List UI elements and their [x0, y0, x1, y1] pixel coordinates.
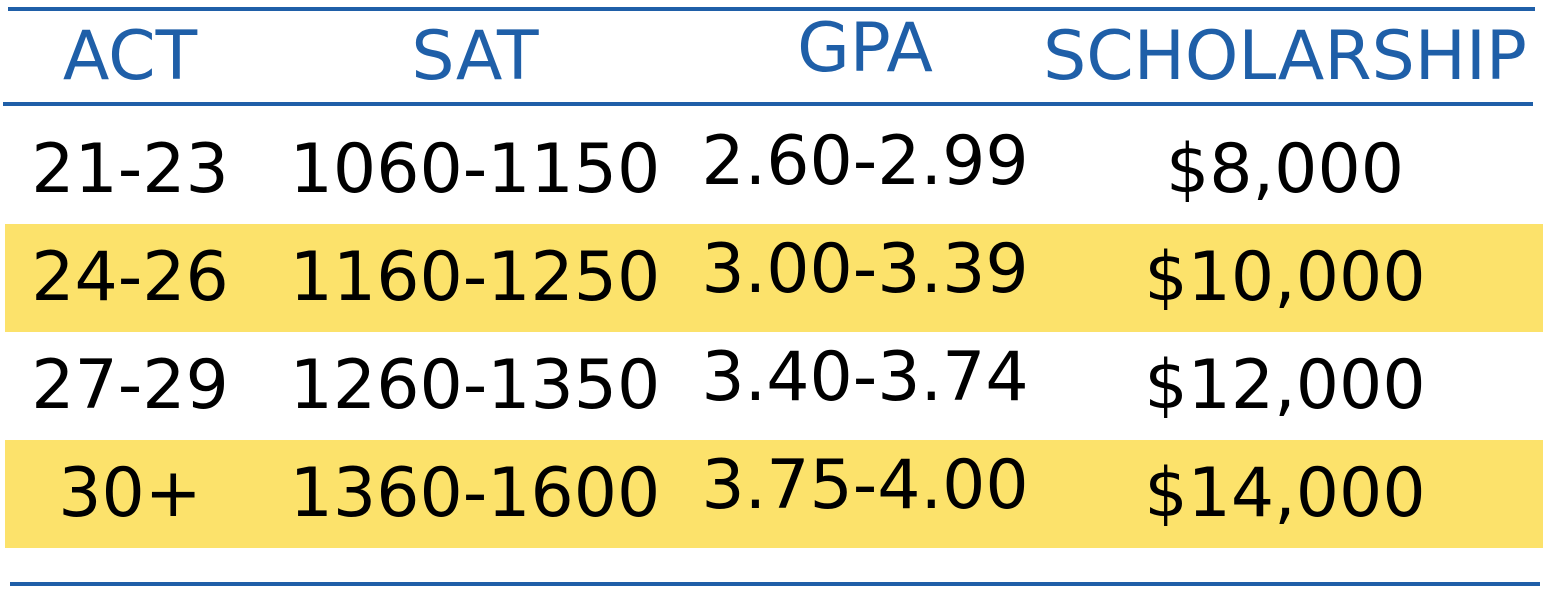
header-act: ACT: [62, 17, 198, 96]
cell-scholarship: $14,000: [1144, 454, 1426, 533]
table-row: 30+ 1360-1600 3.75-4.00 $14,000: [5, 440, 1543, 548]
header-scholarship: SCHOLARSHIP: [1043, 17, 1527, 96]
table-row: 21-23 1060-1150 2.60-2.99 $8,000: [0, 116, 1546, 224]
cell-gpa: 3.75-4.00: [701, 446, 1029, 525]
table-row: 27-29 1260-1350 3.40-3.74 $12,000: [0, 332, 1546, 440]
cell-sat: 1060-1150: [289, 130, 661, 209]
cell-gpa: 3.00-3.39: [701, 230, 1029, 309]
cell-scholarship: $12,000: [1144, 346, 1426, 425]
header-gpa: GPA: [797, 9, 933, 88]
header-sat: SAT: [411, 17, 539, 96]
table-header-rule: [3, 102, 1533, 106]
cell-scholarship: $10,000: [1144, 238, 1426, 317]
cell-sat: 1360-1600: [289, 454, 661, 533]
cell-scholarship: $8,000: [1166, 130, 1404, 209]
cell-gpa: 3.40-3.74: [701, 338, 1029, 417]
cell-act: 30+: [58, 454, 202, 533]
cell-act: 21-23: [31, 130, 229, 209]
table-row: 24-26 1160-1250 3.00-3.39 $10,000: [5, 224, 1543, 332]
table-header-row: ACT SAT GPA SCHOLARSHIP: [0, 9, 1546, 102]
table-top-rule: [8, 7, 1535, 11]
cell-sat: 1160-1250: [289, 238, 661, 317]
cell-act: 27-29: [31, 346, 229, 425]
cell-gpa: 2.60-2.99: [701, 122, 1029, 201]
cell-sat: 1260-1350: [289, 346, 661, 425]
cell-act: 24-26: [31, 238, 229, 317]
table-bottom-rule: [10, 582, 1540, 586]
